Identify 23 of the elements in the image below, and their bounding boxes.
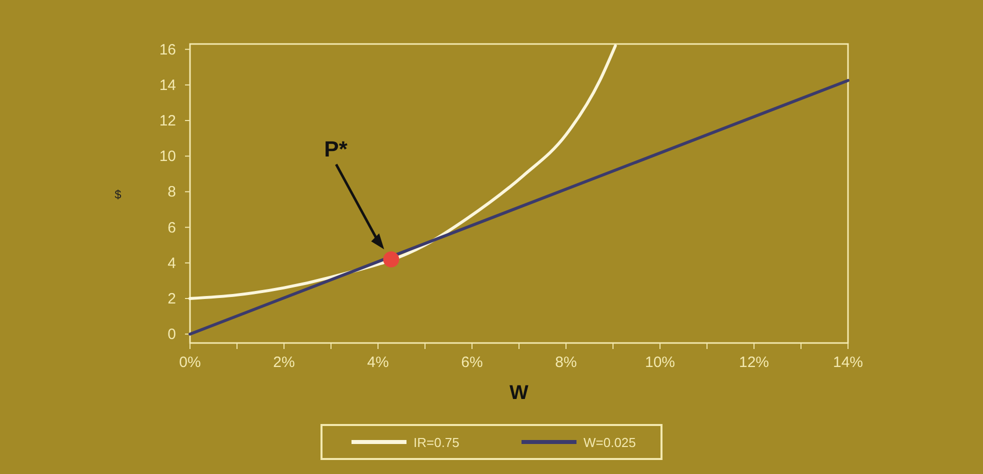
x-tick-label: 0% (179, 354, 201, 371)
line-series (188, 44, 617, 300)
y-tick-label: 10 (159, 148, 176, 166)
y-tick-label: 6 (168, 219, 176, 236)
legend-label: IR=0.75 (414, 435, 460, 450)
x-tick-label: 10% (644, 354, 676, 371)
y-tick-label: 16 (159, 41, 176, 58)
y-tick-label: 14 (159, 76, 176, 94)
y-tick-label: 0 (168, 326, 176, 344)
y-tick-label: 12 (159, 112, 176, 130)
x-tick-label: 2% (273, 354, 295, 371)
x-tick-label: 14% (832, 354, 864, 371)
y-tick-label: 2 (168, 290, 176, 308)
x-tick-label: 6% (461, 354, 483, 371)
y-tick-label: 8 (168, 184, 176, 201)
y-axis-title: $ (114, 188, 122, 202)
y-tick-label: 4 (168, 254, 176, 272)
x-tick-label: 4% (367, 354, 389, 371)
x-tick-label: 12% (738, 354, 770, 371)
legend-label: W=0.025 (584, 435, 636, 450)
x-tick-label: 8% (555, 354, 577, 371)
annotation: P* (324, 136, 348, 162)
x-axis-title: W (510, 382, 529, 404)
